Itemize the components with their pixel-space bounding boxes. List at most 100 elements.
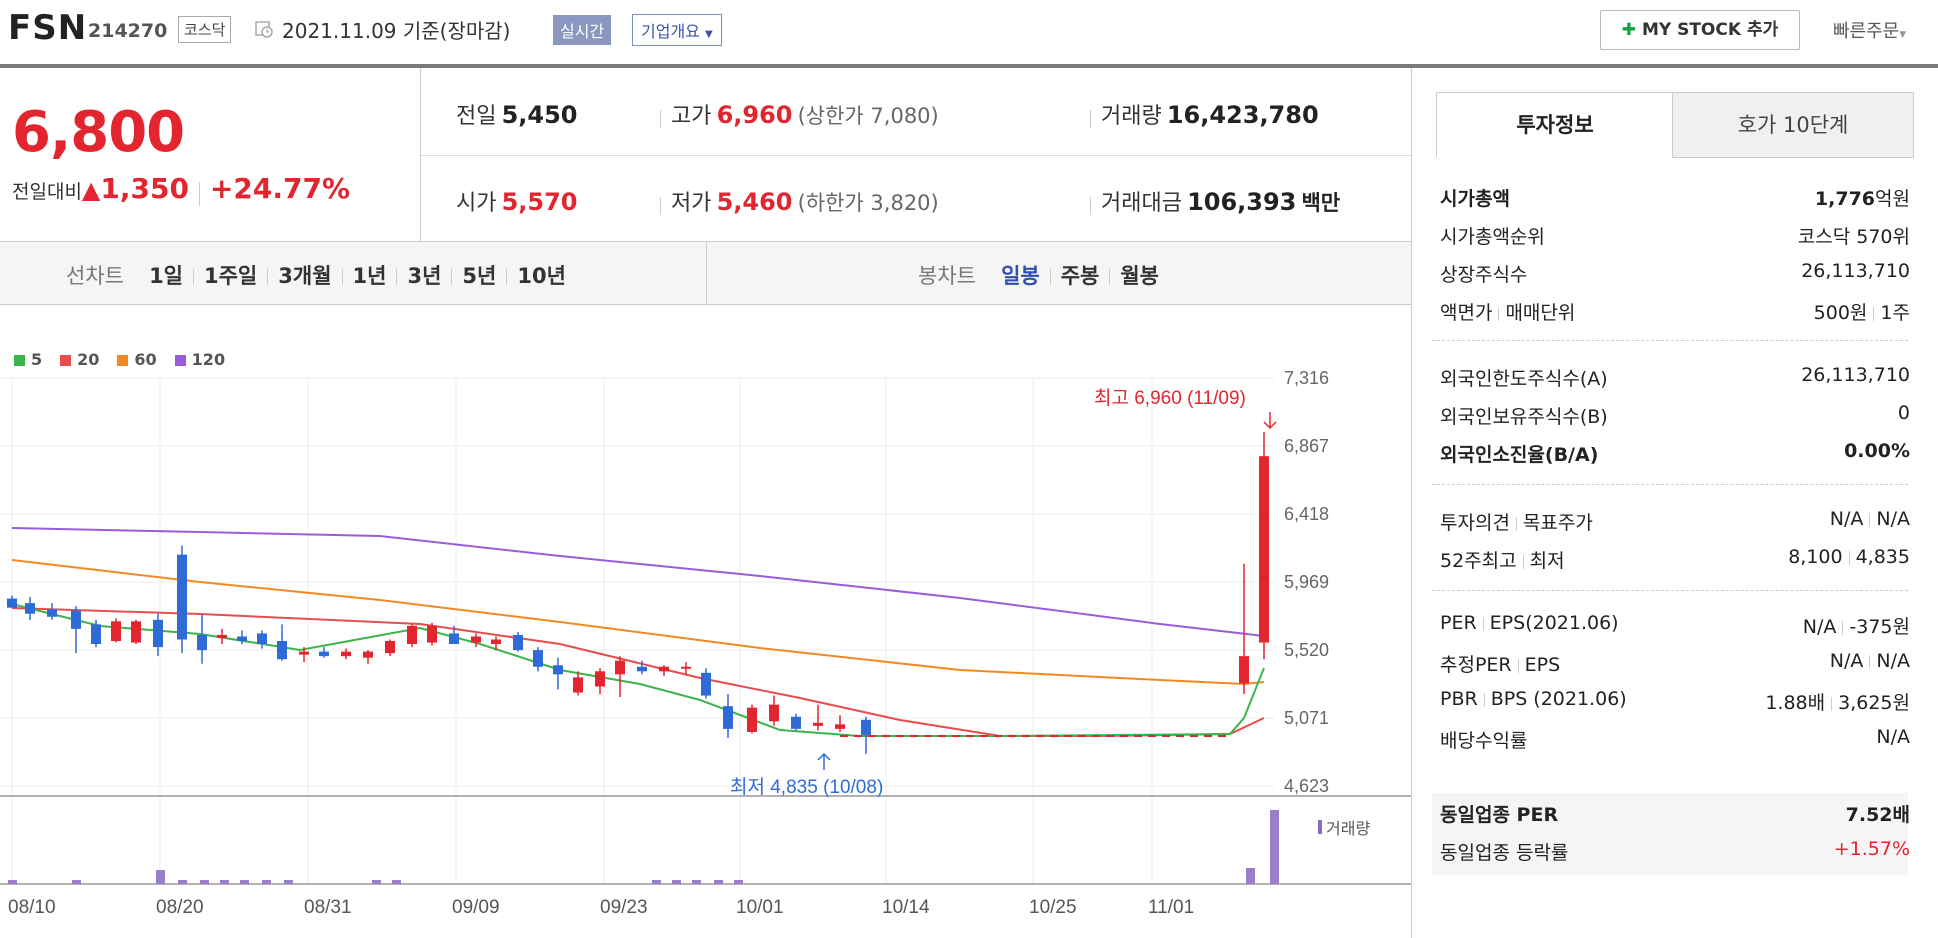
company-overview-dropdown[interactable]: 기업개요 ▼ [632, 14, 722, 46]
info-row: 액면가 매매단위 500원 1주 [1440, 298, 1910, 328]
candle-body [1259, 456, 1269, 643]
info-key-label: 시가총액순위 [1440, 226, 1545, 248]
candle-body [319, 651, 329, 657]
x-tick-label: 08/20 [156, 897, 204, 918]
line-period-2[interactable]: 3개월 [278, 264, 332, 288]
volume-bar [692, 880, 701, 884]
low-annotation: 최저 4,835 (10/08) [730, 776, 883, 798]
info-value: 0 [1898, 402, 1910, 424]
ma120-line [11, 527, 1265, 637]
info-key: PBR BPS (2021.06) [1440, 688, 1627, 710]
candle-body [573, 677, 583, 693]
info-key-label-2: BPS (2021.06) [1490, 688, 1627, 710]
candle-period-1[interactable]: 주봉 [1060, 264, 1100, 288]
key-separator [1515, 516, 1517, 531]
ma5-line [11, 603, 1265, 737]
open-value: 5,570 [501, 188, 578, 216]
candle-body [277, 641, 287, 660]
line-period-1[interactable]: 1주일 [204, 264, 258, 288]
info-value-text: 8,100 [1788, 546, 1843, 568]
tab-order-book[interactable]: 호가 10단계 [1672, 92, 1914, 158]
info-divider [1432, 484, 1908, 485]
value-separator [1831, 696, 1833, 711]
low-arrow-icon [817, 752, 831, 770]
volume-bar [672, 880, 681, 884]
info-key: 동일업종 PER [1440, 800, 1558, 827]
candle-body [427, 625, 437, 643]
legend-swatch [174, 355, 186, 366]
line-period-5[interactable]: 5년 [462, 264, 497, 288]
info-key-label: 투자의견 [1440, 512, 1510, 534]
info-value: 26,113,710 [1801, 364, 1910, 386]
candle-body [131, 621, 141, 643]
add-mystock-button[interactable]: ✚ MY STOCK 추가 [1600, 10, 1800, 50]
value-separator [1873, 306, 1875, 321]
open-label: 시가 [456, 191, 497, 216]
line-period-4[interactable]: 3년 [407, 264, 442, 288]
price-chart[interactable]: 7,316 6,867 6,418 5,969 5,520 5,071 4,623 08/10… [0, 304, 1412, 938]
x-tick-label: 10/14 [882, 897, 930, 918]
line-period-3[interactable]: 1년 [352, 264, 387, 288]
info-divider [1432, 590, 1908, 591]
info-value-text: 0 [1897, 402, 1910, 424]
info-key: 배당수익률 [1440, 726, 1527, 753]
period-separator [451, 269, 453, 285]
value-separator [1842, 620, 1844, 635]
info-divider [1432, 340, 1908, 341]
period-separator [341, 269, 343, 285]
x-tick-label: 08/31 [304, 897, 352, 918]
low-label: 저가 [671, 191, 712, 216]
candle-body [449, 633, 459, 645]
candle-body [791, 716, 801, 729]
realtime-button[interactable]: 실시간 [553, 15, 612, 45]
ma-legend: 5 20 60 120 [14, 350, 243, 369]
info-row: 시가총액 1,776억원 [1440, 184, 1910, 214]
candle-body [701, 672, 711, 696]
info-key-label: 액면가 [1440, 302, 1493, 324]
candle-body [71, 610, 81, 629]
candle-body [513, 634, 523, 651]
summary-prev: 전일 5,450 [456, 98, 578, 130]
candle-body [153, 619, 163, 648]
candle-chart-label: 봉차트 [918, 264, 976, 288]
info-value-text-2: N/A [1876, 508, 1910, 530]
amount-unit: 백만 [1301, 191, 1341, 215]
candle-period-2[interactable]: 월봉 [1120, 264, 1159, 288]
info-key-label-2: EPS [1524, 654, 1561, 676]
change-label: 전일대비 [12, 181, 82, 203]
candle-body [471, 636, 481, 643]
stock-code: 214270 [88, 20, 168, 42]
value-separator [1848, 550, 1850, 565]
candle-period-0[interactable]: 일봉 [1001, 264, 1040, 288]
volume-legend-label: 거래량 [1326, 820, 1370, 838]
quick-order-dropdown[interactable]: 빠른주문▼ [1833, 17, 1906, 43]
info-key: 52주최고 최저 [1440, 546, 1565, 573]
peer-change-row: 동일업종 등락률 +1.57% [1440, 838, 1910, 868]
candle-body [835, 724, 845, 729]
candle-body [385, 641, 395, 654]
summary-high: 고가 6,960 (상한가 7,080) [660, 98, 939, 130]
key-separator [1482, 616, 1484, 631]
info-value: N/A N/A [1830, 650, 1910, 672]
line-chart-label: 선차트 [66, 264, 124, 288]
legend-label: 5 [31, 350, 43, 369]
candle-body [341, 651, 351, 657]
legend-swatch [117, 355, 129, 366]
info-row: 외국인한도주식수(A) 26,113,710 [1440, 364, 1910, 394]
line-period-6[interactable]: 10년 [517, 264, 566, 288]
info-key: 액면가 매매단위 [1440, 298, 1575, 325]
key-separator [1517, 658, 1519, 673]
info-value: 0.00% [1844, 440, 1910, 462]
info-value: 7.52배 [1846, 800, 1910, 827]
line-period-0[interactable]: 1일 [149, 264, 183, 288]
info-value: 코스닥 570위 [1798, 222, 1910, 249]
info-row: 배당수익률 N/A [1440, 726, 1910, 756]
info-key: 상장주식수 [1440, 260, 1527, 287]
tab-investment-info[interactable]: 투자정보 [1436, 92, 1674, 157]
caret-down-icon: ▼ [704, 29, 713, 40]
period-separator [193, 269, 194, 285]
candle-body [217, 634, 227, 638]
info-value: 1.88배 3,625원 [1765, 688, 1910, 715]
investment-info-panel [1411, 68, 1938, 938]
high-arrow-icon [1263, 412, 1277, 430]
